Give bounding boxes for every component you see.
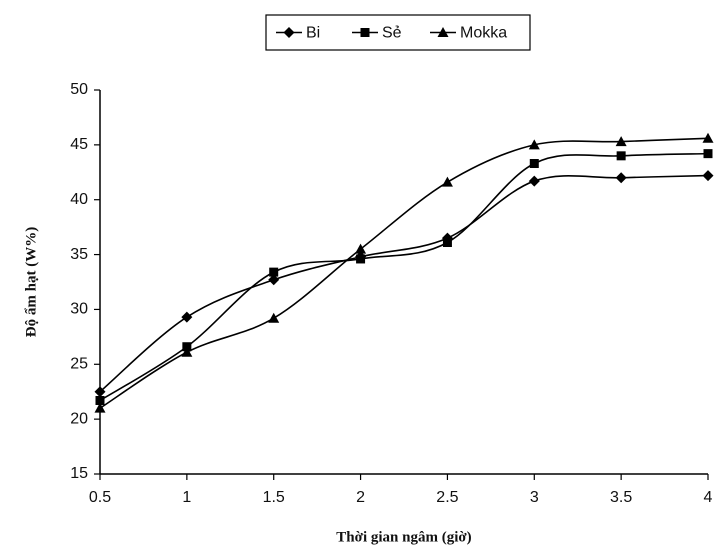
data-point xyxy=(94,402,106,413)
data-point xyxy=(615,172,627,184)
series-line xyxy=(99,137,709,409)
legend-label: Mokka xyxy=(460,25,507,42)
x-tick-label: 2 xyxy=(356,489,365,506)
x-tick-label: 1.5 xyxy=(263,489,285,506)
data-point xyxy=(355,243,367,254)
data-point xyxy=(615,136,627,147)
y-tick-label: 15 xyxy=(70,465,88,482)
y-tick-label: 30 xyxy=(70,301,88,318)
data-point xyxy=(702,132,714,143)
x-tick-label: 2.5 xyxy=(436,489,458,506)
legend-label: Sẻ xyxy=(382,25,402,42)
data-point xyxy=(181,311,193,323)
data-point xyxy=(441,176,453,187)
x-tick-label: 1 xyxy=(182,489,191,506)
data-point xyxy=(94,386,106,398)
x-tick-label: 4 xyxy=(704,489,713,506)
y-tick-label: 25 xyxy=(70,356,88,373)
data-point xyxy=(703,149,713,159)
x-tick-label: 3 xyxy=(530,489,539,506)
data-point xyxy=(528,139,540,150)
data-point xyxy=(528,175,540,187)
y-tick-label: 40 xyxy=(70,191,88,208)
legend-marker xyxy=(283,27,295,38)
data-point xyxy=(268,312,280,323)
x-tick-label: 0.5 xyxy=(89,489,111,506)
data-point xyxy=(442,238,452,248)
data-point xyxy=(702,170,714,182)
y-tick-label: 45 xyxy=(70,136,88,153)
data-point xyxy=(95,395,105,405)
y-tick-label: 50 xyxy=(70,81,88,98)
data-point xyxy=(181,346,193,357)
series-line xyxy=(99,152,709,402)
x-tick-label: 3.5 xyxy=(610,489,632,506)
legend-marker xyxy=(360,28,370,37)
data-point xyxy=(268,274,280,286)
y-axis-title: Độ ẩm hạt (W%) xyxy=(23,227,39,337)
data-point xyxy=(616,151,626,161)
legend-label: Bi xyxy=(306,25,320,42)
data-point xyxy=(356,254,366,264)
data-point xyxy=(529,159,539,169)
y-tick-label: 35 xyxy=(70,246,88,263)
data-point xyxy=(269,267,279,277)
legend-marker xyxy=(437,27,449,37)
legend-box xyxy=(265,14,531,51)
x-axis-title: Thời gian ngâm (giờ) xyxy=(336,529,471,545)
y-tick-label: 20 xyxy=(70,410,88,427)
